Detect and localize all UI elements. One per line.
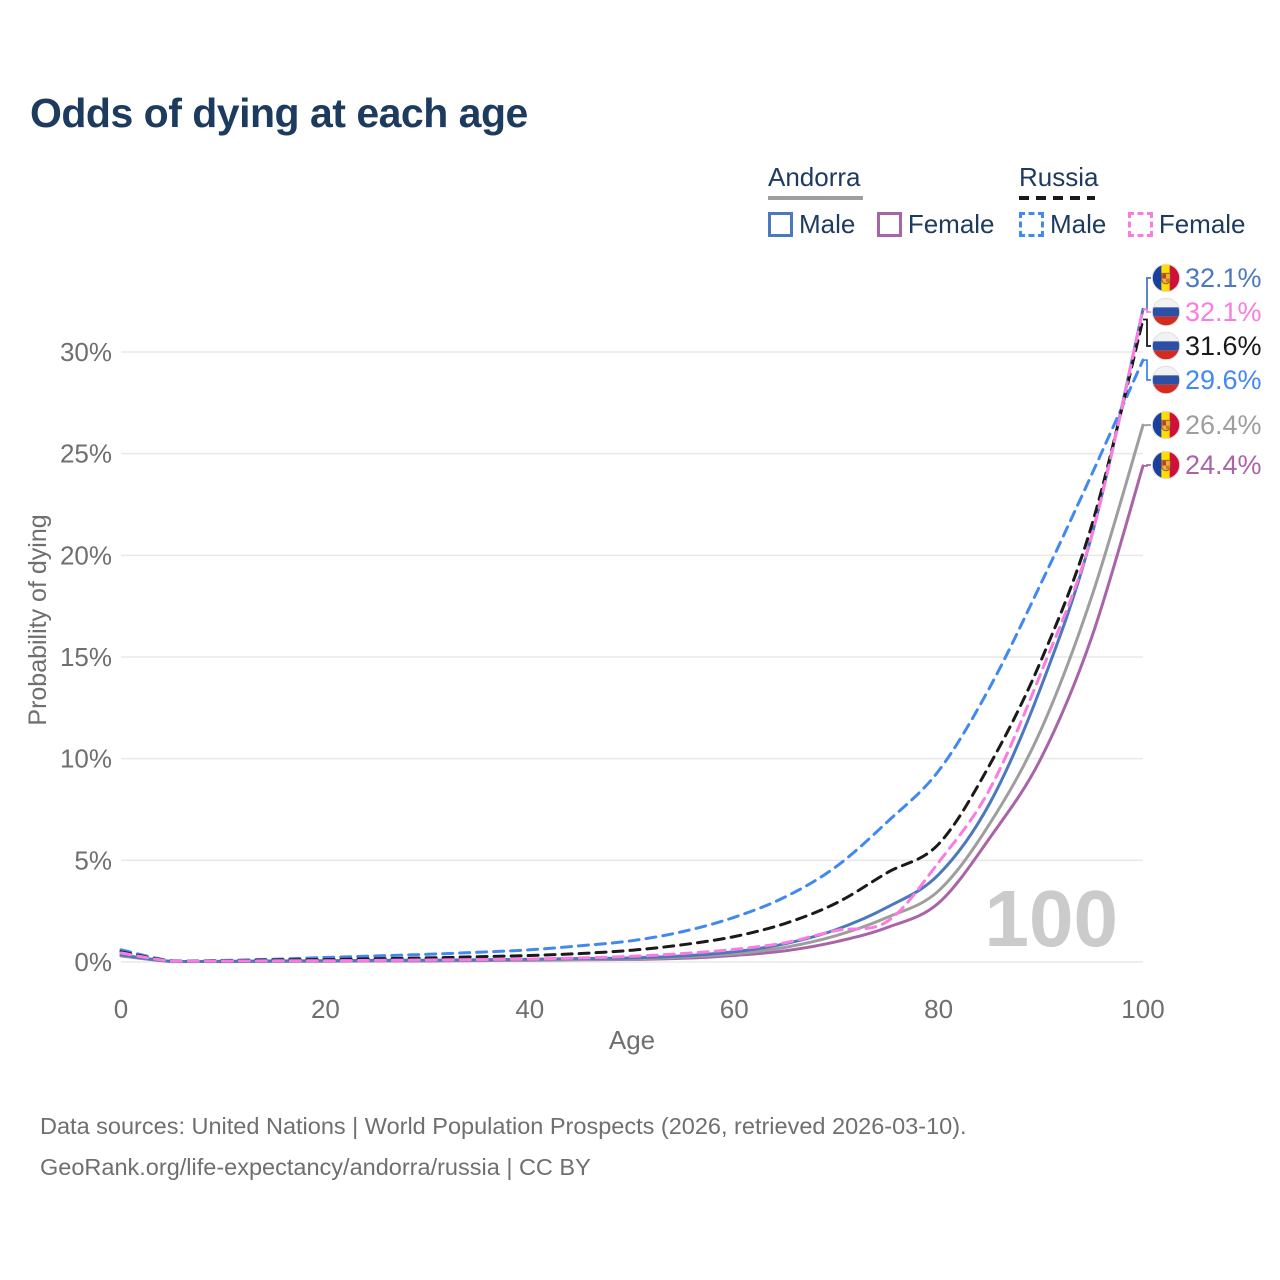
series-line-russia-male bbox=[119, 358, 1145, 963]
y-tick-20%: 20% bbox=[60, 540, 112, 570]
y-axis-title: Probability of dying bbox=[24, 514, 52, 725]
age-watermark: 100 bbox=[985, 874, 1118, 963]
end-label-connector-russia-female bbox=[1143, 308, 1151, 313]
legend-item-label: Male bbox=[1050, 209, 1107, 239]
legend-line-sample-andorra-total[interactable] bbox=[768, 196, 863, 200]
end-label-value-andorra-male: 32.1% bbox=[1185, 263, 1262, 293]
page-title: Odds of dying at each age bbox=[30, 90, 528, 136]
end-label-connector-andorra-male bbox=[1143, 277, 1151, 311]
flag-icon-russia bbox=[1152, 298, 1180, 326]
x-tick-0: 0 bbox=[114, 994, 128, 1024]
legend-line-sample-russia-total[interactable] bbox=[1019, 196, 1095, 200]
end-label-value-andorra-total: 26.4% bbox=[1185, 410, 1262, 440]
series-line-russia-female bbox=[119, 307, 1145, 963]
flag-icon-andorra bbox=[1152, 451, 1180, 479]
flag-icon-russia bbox=[1152, 366, 1180, 394]
end-label-value-russia-female: 32.1% bbox=[1185, 297, 1262, 327]
legend-swatch-russia-female-icon bbox=[1127, 212, 1153, 237]
y-tick-30%: 30% bbox=[60, 337, 112, 367]
y-tick-0%: 0% bbox=[74, 947, 112, 977]
legend-item-label: Female bbox=[907, 209, 995, 239]
x-axis-title: Age bbox=[609, 1025, 655, 1055]
legend-item-label: Female bbox=[1158, 209, 1246, 239]
y-tick-10%: 10% bbox=[60, 744, 112, 774]
legend-swatch-andorra-female-icon bbox=[876, 212, 902, 237]
flag-icon-russia bbox=[1152, 332, 1180, 360]
legend-item-andorra-female[interactable]: Female bbox=[876, 209, 995, 240]
legend-item-russia-female[interactable]: Female bbox=[1127, 209, 1246, 240]
y-tick-25%: 25% bbox=[60, 439, 112, 469]
legend-item-russia-male[interactable]: Male bbox=[1019, 209, 1106, 240]
legend-group-russia: Russia Male Female bbox=[1019, 162, 1263, 240]
x-tick-60: 60 bbox=[720, 994, 749, 1024]
y-tick-5%: 5% bbox=[74, 845, 112, 875]
x-tick-40: 40 bbox=[515, 994, 544, 1024]
legend-swatch-russia-male-icon bbox=[1019, 212, 1044, 237]
end-label-connector-russia-total bbox=[1143, 318, 1151, 347]
data-source-line-2: GeoRank.org/life-expectancy/andorra/russ… bbox=[40, 1153, 591, 1180]
data-source-note: Data sources: United Nations | World Pop… bbox=[40, 1106, 967, 1187]
legend-group-andorra: Andorra Male Female bbox=[768, 162, 1012, 240]
end-label-connector-andorra-female bbox=[1143, 464, 1151, 467]
flag-icon-andorra bbox=[1152, 264, 1180, 292]
x-tick-100: 100 bbox=[1121, 994, 1164, 1024]
legend-item-andorra-male[interactable]: Male bbox=[768, 209, 855, 240]
flag-icon-andorra bbox=[1152, 411, 1180, 439]
end-label-value-andorra-female: 24.4% bbox=[1185, 450, 1262, 480]
legend-swatch-andorra-male-icon bbox=[768, 212, 793, 237]
end-label-value-russia-total: 31.6% bbox=[1185, 331, 1262, 361]
data-source-line-1: Data sources: United Nations | World Pop… bbox=[40, 1113, 967, 1139]
series-line-andorra-male bbox=[119, 307, 1145, 963]
legend-header-russia[interactable]: Russia bbox=[1019, 162, 1099, 192]
legend-header-andorra[interactable]: Andorra bbox=[768, 162, 861, 192]
x-tick-80: 80 bbox=[924, 994, 953, 1024]
series-line-russia-total bbox=[119, 318, 1145, 963]
x-tick-20: 20 bbox=[311, 994, 340, 1024]
end-label-connector-russia-male bbox=[1143, 359, 1151, 381]
legend-item-label: Male bbox=[799, 209, 856, 239]
end-label-value-russia-male: 29.6% bbox=[1185, 365, 1262, 395]
y-tick-15%: 15% bbox=[60, 642, 112, 672]
